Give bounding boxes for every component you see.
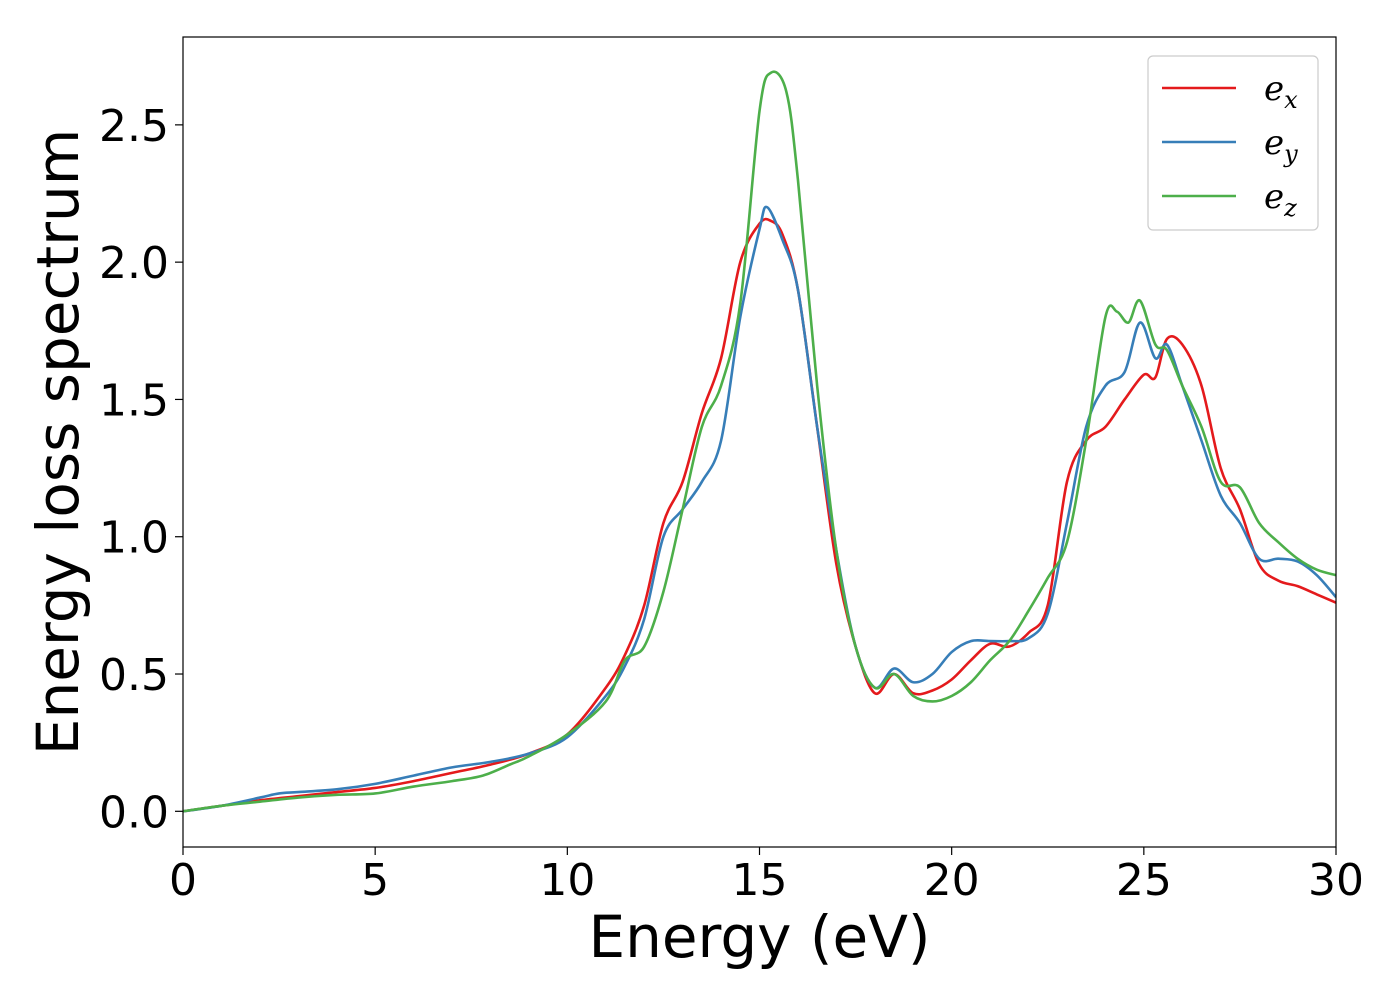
y-axis-label: Energy loss spectrum (24, 129, 92, 755)
legend-label-x: ex (1264, 69, 1298, 114)
series-line-z (183, 70, 1336, 813)
series-line-x (183, 217, 1336, 813)
x-tick-label: 10 (539, 855, 595, 906)
x-axis-label: Energy (eV) (588, 903, 930, 971)
x-tick-label: 20 (924, 855, 980, 906)
x-axis: 0 5 10 15 20 25 30 (169, 847, 1364, 906)
y-tick-label: 0.5 (99, 650, 169, 701)
legend: ex ey ez (1147, 55, 1319, 231)
y-axis: 0.0 0.5 1.0 1.5 2.0 2.5 (99, 101, 183, 838)
y-tick-label: 1.0 (99, 513, 169, 564)
x-tick-label: 5 (361, 855, 389, 906)
plot-lines (183, 70, 1336, 813)
y-tick-label: 1.5 (99, 375, 169, 426)
x-tick-label: 0 (169, 855, 197, 906)
y-tick-label: 0.0 (99, 787, 169, 838)
x-tick-label: 30 (1308, 855, 1364, 906)
legend-label-y: ey (1264, 123, 1298, 168)
y-tick-label: 2.5 (99, 101, 169, 152)
y-tick-label: 2.0 (99, 238, 169, 289)
x-tick-label: 15 (732, 855, 788, 906)
series-line-y (183, 205, 1336, 813)
x-tick-label: 25 (1116, 855, 1172, 906)
legend-label-z: ez (1264, 177, 1297, 222)
